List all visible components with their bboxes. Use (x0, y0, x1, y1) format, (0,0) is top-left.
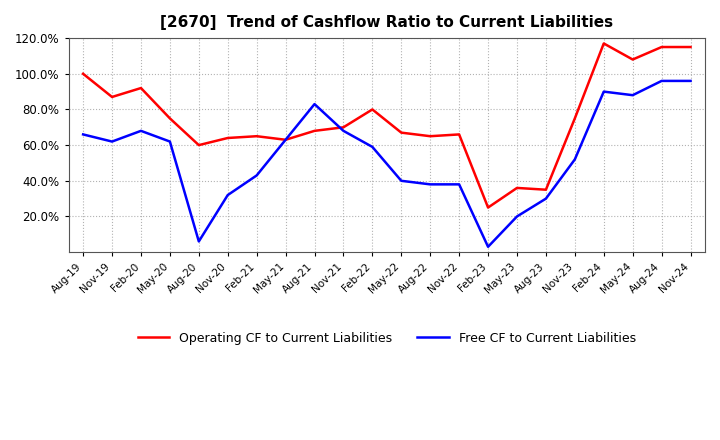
Operating CF to Current Liabilities (426, 134, 435, 139)
Free CF to Current Liabilities (252, 173, 261, 178)
Operating CF to Current Liabilities (310, 128, 319, 133)
Free CF to Current Liabilities (282, 137, 290, 143)
Free CF to Current Liabilities (686, 78, 695, 84)
Free CF to Current Liabilities (629, 92, 637, 98)
Operating CF to Current Liabilities (166, 116, 174, 121)
Operating CF to Current Liabilities (397, 130, 405, 135)
Free CF to Current Liabilities (455, 182, 464, 187)
Free CF to Current Liabilities (166, 139, 174, 144)
Operating CF to Current Liabilities (513, 185, 521, 191)
Operating CF to Current Liabilities (194, 143, 203, 148)
Free CF to Current Liabilities (600, 89, 608, 94)
Operating CF to Current Liabilities (657, 44, 666, 50)
Free CF to Current Liabilities (108, 139, 117, 144)
Operating CF to Current Liabilities (78, 71, 87, 77)
Free CF to Current Liabilities (310, 102, 319, 107)
Operating CF to Current Liabilities (137, 85, 145, 91)
Legend: Operating CF to Current Liabilities, Free CF to Current Liabilities: Operating CF to Current Liabilities, Fre… (133, 327, 641, 350)
Line: Operating CF to Current Liabilities: Operating CF to Current Liabilities (83, 44, 690, 208)
Operating CF to Current Liabilities (484, 205, 492, 210)
Operating CF to Current Liabilities (455, 132, 464, 137)
Operating CF to Current Liabilities (252, 134, 261, 139)
Operating CF to Current Liabilities (541, 187, 550, 192)
Free CF to Current Liabilities (137, 128, 145, 133)
Operating CF to Current Liabilities (570, 116, 579, 121)
Free CF to Current Liabilities (570, 157, 579, 162)
Operating CF to Current Liabilities (223, 136, 232, 141)
Operating CF to Current Liabilities (600, 41, 608, 46)
Operating CF to Current Liabilities (629, 57, 637, 62)
Free CF to Current Liabilities (426, 182, 435, 187)
Free CF to Current Liabilities (194, 239, 203, 244)
Line: Free CF to Current Liabilities: Free CF to Current Liabilities (83, 81, 690, 247)
Operating CF to Current Liabilities (108, 94, 117, 99)
Operating CF to Current Liabilities (339, 125, 348, 130)
Operating CF to Current Liabilities (368, 107, 377, 112)
Free CF to Current Liabilities (397, 178, 405, 183)
Free CF to Current Liabilities (513, 214, 521, 219)
Operating CF to Current Liabilities (282, 137, 290, 143)
Title: [2670]  Trend of Cashflow Ratio to Current Liabilities: [2670] Trend of Cashflow Ratio to Curren… (161, 15, 613, 30)
Free CF to Current Liabilities (223, 192, 232, 198)
Free CF to Current Liabilities (339, 128, 348, 133)
Operating CF to Current Liabilities (686, 44, 695, 50)
Free CF to Current Liabilities (484, 244, 492, 249)
Free CF to Current Liabilities (368, 144, 377, 150)
Free CF to Current Liabilities (78, 132, 87, 137)
Free CF to Current Liabilities (541, 196, 550, 201)
Free CF to Current Liabilities (657, 78, 666, 84)
